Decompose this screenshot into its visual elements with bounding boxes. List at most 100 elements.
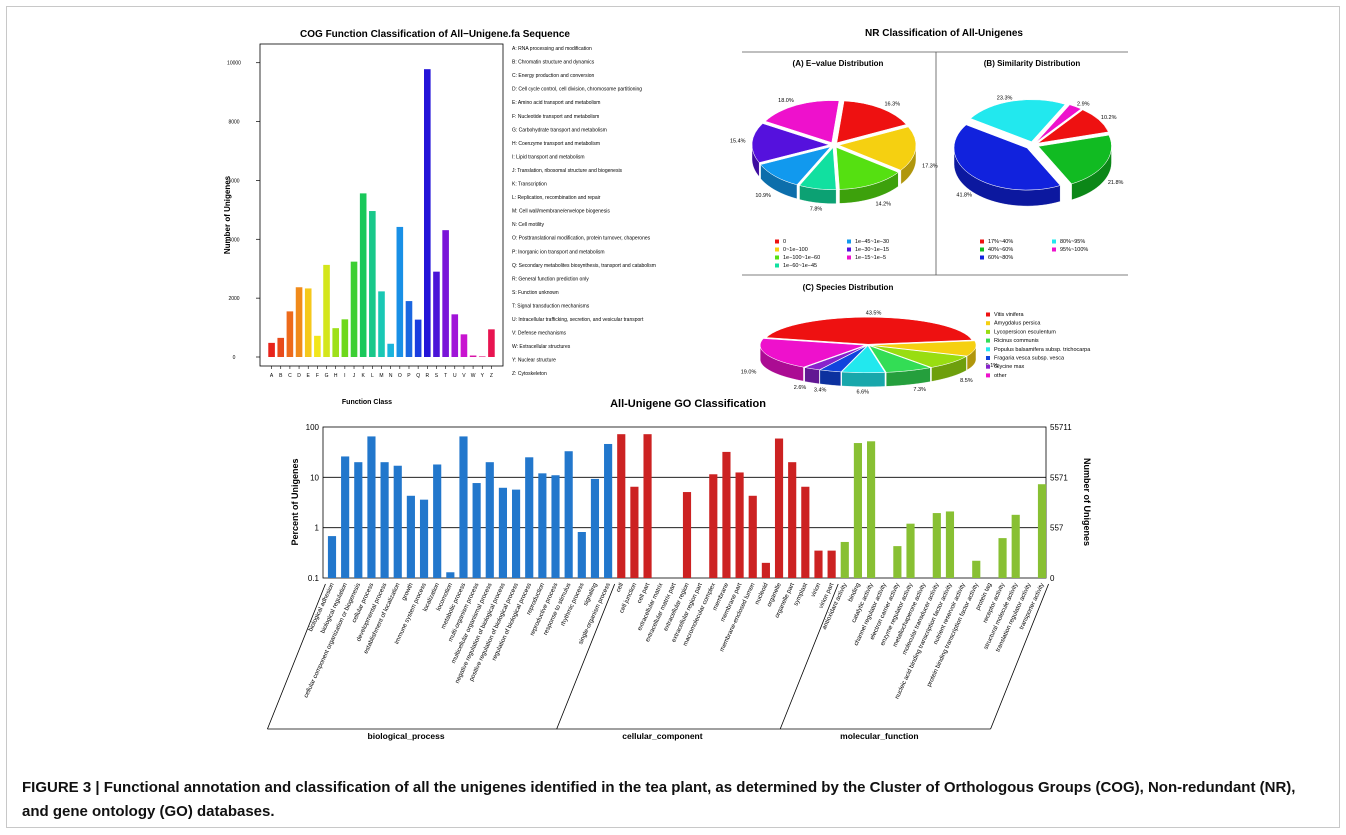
cog-bar-M bbox=[378, 291, 385, 357]
legend-species-label: Amygdalus persica bbox=[994, 321, 1041, 327]
pie-species-slice-5 bbox=[819, 345, 868, 373]
pie-evalue-slice-1 bbox=[838, 126, 917, 171]
go-x-label: cellular component organization or bioge… bbox=[303, 582, 363, 699]
pie-similarity-slice-label: 21.8% bbox=[1108, 180, 1124, 186]
cog-bar-I bbox=[341, 319, 349, 357]
go-group-divider bbox=[556, 583, 616, 730]
species-pie: 43.5% 9.1% 8.5% 7.3% 6.6% 3.4% 2.6% 19.0% bbox=[741, 311, 999, 396]
legend-similarity-swatch bbox=[980, 239, 984, 244]
legend-similarity-label: 17%~40% bbox=[988, 239, 1013, 245]
cog-legend-item: F: Nucleotide transport and metabolism bbox=[512, 114, 599, 120]
pie-evalue-slice-label: 14.2% bbox=[875, 202, 891, 208]
cog-y-tick-label: 0 bbox=[233, 355, 236, 361]
cog-bar-H bbox=[332, 328, 339, 357]
cog-legend-item: C: Energy production and conversion bbox=[512, 73, 594, 79]
evalue-title: (A) E−value Distribution bbox=[793, 59, 884, 68]
cog-bar-Y bbox=[478, 356, 486, 358]
cog-legend: A: RNA processing and modification B: Chr… bbox=[512, 46, 656, 377]
legend-evalue-label: 1e−15~1e−5 bbox=[855, 255, 886, 261]
cog-x-tick-label: J bbox=[353, 373, 356, 379]
go-y2-tick-label: 55711 bbox=[1050, 423, 1072, 432]
legend-species-label: other bbox=[994, 373, 1007, 379]
pie-species-slice-0 bbox=[765, 316, 973, 345]
legend-similarity-swatch bbox=[1052, 239, 1056, 244]
cog-legend-item: I: Lipid transport and metabolism bbox=[512, 154, 585, 160]
cog-bar-W bbox=[469, 355, 477, 357]
pie-similarity-slice-2 bbox=[953, 124, 1061, 191]
legend-similarity-label: 95%~100% bbox=[1060, 247, 1088, 253]
go-x-label: virion bbox=[810, 581, 823, 598]
cog-x-tick-label: C bbox=[288, 373, 292, 379]
cog-legend-item: T: Signal transduction mechanisms bbox=[512, 303, 590, 309]
cog-legend-item: M: Cell wall/membrane/envelope biogenesi… bbox=[512, 209, 610, 215]
go-bar bbox=[406, 495, 415, 578]
go-bar bbox=[814, 550, 823, 578]
cog-x-tick-label: N bbox=[389, 373, 393, 379]
go-y2-tick-label: 5571 bbox=[1050, 473, 1068, 482]
cog-legend-item: Y: Nuclear structure bbox=[512, 358, 556, 364]
cog-legend-item: Q: Secondary metabolites biosynthesis, t… bbox=[512, 263, 656, 269]
legend-species-label: Glycine max bbox=[994, 364, 1025, 370]
cog-x-tick-label: H bbox=[334, 373, 338, 379]
evalue-pie: 16.3% 17.3% 14.2% 7.8% 10.9% 15.4% 18.0% bbox=[730, 98, 938, 212]
cog-bar-F bbox=[314, 335, 321, 357]
go-title: All-Unigene GO Classification bbox=[610, 398, 766, 410]
cog-bar-Z bbox=[488, 329, 495, 357]
cog-legend-item: O: Posttranslational modification, prote… bbox=[512, 236, 651, 242]
cog-legend-item: A: RNA processing and modification bbox=[512, 46, 592, 52]
cog-x-tick-label: M bbox=[379, 373, 383, 379]
cog-x-tick-label: D bbox=[297, 373, 301, 379]
species-title: (C) Species Distribution bbox=[803, 283, 894, 292]
pie-species-slice-4 bbox=[841, 345, 886, 374]
pie-species-slice-label: 9.1% bbox=[986, 363, 999, 369]
similarity-title: (B) Similarity Distribution bbox=[984, 59, 1081, 68]
go-bar bbox=[761, 562, 770, 578]
legend-evalue-swatch bbox=[775, 239, 779, 244]
go-bar bbox=[774, 438, 784, 578]
legend-similarity-swatch bbox=[980, 255, 984, 260]
go-bar bbox=[748, 495, 757, 578]
cog-x-tick-label: Q bbox=[416, 373, 420, 379]
go-bar bbox=[604, 443, 613, 578]
cog-bar-Q bbox=[414, 319, 422, 357]
nr-title: NR Classification of All-Unigenes bbox=[865, 28, 1023, 39]
cog-bars bbox=[268, 69, 495, 358]
go-x-label: cell bbox=[615, 582, 625, 593]
go-bar bbox=[932, 513, 941, 578]
go-bar bbox=[853, 443, 863, 578]
go-bar bbox=[972, 560, 981, 578]
legend-similarity-label: 80%~95% bbox=[1060, 239, 1085, 245]
cog-legend-item: W: Extracellular structures bbox=[512, 344, 571, 350]
cog-x-tick-label: F bbox=[316, 373, 319, 379]
caption-label: FIGURE 3 | bbox=[22, 779, 100, 796]
cog-y-ticks: 0 2000 4000 6000 8000 10000 bbox=[227, 61, 260, 361]
cog-legend-item: V: Defense mechanisms bbox=[512, 331, 567, 337]
pie-species-slice-label: 3.4% bbox=[814, 388, 827, 394]
pie-similarity-slice-label: 2.9% bbox=[1077, 101, 1090, 107]
go-y-axis-label: Percent of Unigenes bbox=[290, 458, 300, 545]
cog-legend-item: J: Translation, ribosomal structure and … bbox=[512, 168, 623, 174]
cog-bar-A bbox=[268, 342, 275, 357]
legend-similarity-swatch bbox=[980, 247, 984, 252]
pie-species-slice-side bbox=[804, 367, 820, 385]
cog-bar-N bbox=[387, 343, 394, 357]
go-bar bbox=[722, 451, 731, 578]
go-y-tick-label: 10 bbox=[310, 473, 319, 482]
cog-legend-item: L: Replication, recombination and repair bbox=[512, 195, 601, 201]
go-bar bbox=[801, 486, 810, 578]
go-group-label: molecular_function bbox=[840, 731, 918, 741]
pie-species-slice-6 bbox=[803, 345, 867, 371]
figure-frame bbox=[6, 6, 1340, 828]
cog-x-axis-label: Function Class bbox=[342, 399, 392, 406]
cog-y-tick-label: 6000 bbox=[228, 178, 239, 184]
pie-evalue-slice-label: 16.3% bbox=[884, 101, 900, 107]
go-bar bbox=[1011, 514, 1020, 578]
pie-species-slice-label: 19.0% bbox=[741, 369, 757, 375]
legend-species-label: Vitis vinifera bbox=[994, 312, 1024, 318]
cog-bar-J bbox=[350, 261, 358, 357]
go-group-labels: biological_process cellular_component mole… bbox=[267, 583, 1049, 741]
go-bar bbox=[525, 457, 534, 578]
pie-species-slice-2 bbox=[870, 345, 968, 368]
go-y2-tick-label: 0 bbox=[1050, 574, 1055, 583]
legend-similarity-label: 60%~80% bbox=[988, 255, 1013, 261]
